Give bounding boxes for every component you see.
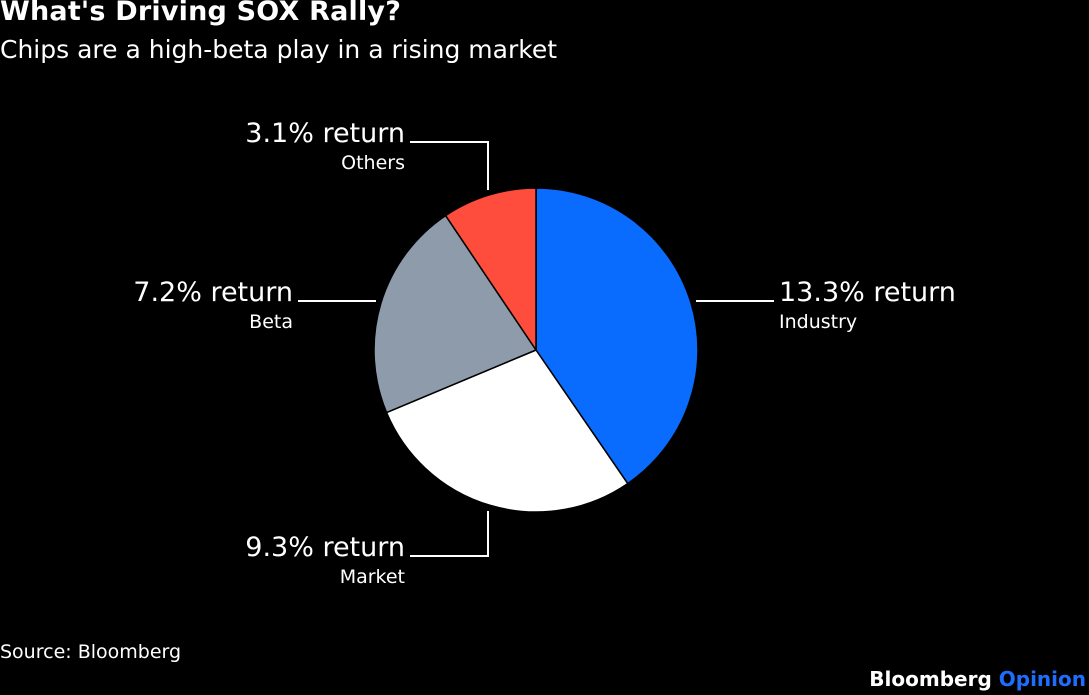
pie-labels: 13.3% return Industry 9.3% return Market 7.2… <box>133 118 956 588</box>
value-label-industry: 13.3% return <box>779 277 956 308</box>
pie-slice-beta <box>373 214 537 414</box>
leader-line-others <box>410 141 489 190</box>
brand-name: Bloomberg <box>869 667 992 691</box>
source-note: Source: Bloomberg <box>0 641 182 663</box>
category-label-others: Others <box>341 152 405 174</box>
category-label-market: Market <box>340 566 405 588</box>
category-label-beta: Beta <box>249 311 293 333</box>
pie-slice-industry <box>535 187 699 485</box>
pie-slices <box>373 187 699 513</box>
value-label-beta: 7.2% return <box>133 277 293 308</box>
chart-title: What's Driving SOX Rally? <box>0 0 402 27</box>
value-label-others: 3.1% return <box>245 118 405 149</box>
brand-logo: Bloomberg Opinion <box>869 667 1086 691</box>
chart-subtitle: Chips are a high-beta play in a rising m… <box>0 35 558 64</box>
pie-slice-market <box>385 349 629 513</box>
category-label-industry: Industry <box>779 311 857 333</box>
leader-line-market <box>410 511 489 557</box>
pie-slice-others <box>444 187 537 351</box>
value-label-market: 9.3% return <box>245 532 405 563</box>
brand-suffix: Opinion <box>998 667 1086 691</box>
